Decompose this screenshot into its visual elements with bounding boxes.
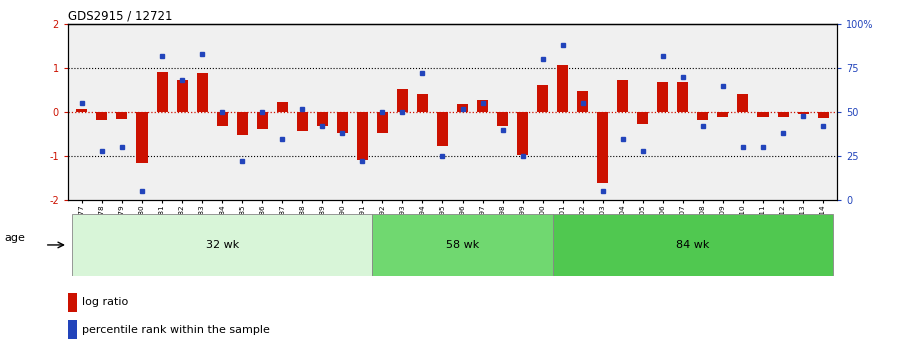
Bar [517,112,529,155]
Bar [216,112,228,126]
Bar [372,214,553,276]
Bar [137,112,148,163]
Bar [477,100,488,112]
Bar [677,82,689,112]
Bar [817,112,829,118]
Bar [337,112,348,133]
Bar [317,112,328,126]
Bar [497,112,508,126]
Bar [68,320,77,339]
Bar [538,85,548,112]
Text: percentile rank within the sample: percentile rank within the sample [81,325,270,335]
Bar [257,112,268,129]
Bar [577,91,588,112]
Bar [417,93,428,112]
Bar [698,112,709,120]
Bar [157,72,167,112]
Bar [297,112,308,131]
Bar [637,112,648,125]
Bar [437,112,448,146]
Text: 58 wk: 58 wk [446,240,479,250]
Bar [738,93,748,112]
Bar [777,112,788,117]
Bar [553,214,834,276]
Bar [597,112,608,184]
Bar [117,112,128,119]
Text: 84 wk: 84 wk [676,240,710,250]
Bar [718,112,729,117]
Text: log ratio: log ratio [81,297,128,307]
Bar [76,109,88,112]
Bar [196,73,207,112]
Bar [757,112,768,117]
Bar [357,112,367,160]
Bar [557,65,568,112]
Text: 32 wk: 32 wk [205,240,239,250]
Bar [97,112,108,120]
Bar [71,214,372,276]
Bar [376,112,388,133]
Bar [797,112,808,114]
Bar [617,80,628,112]
Bar [457,104,468,112]
Text: age: age [5,233,25,243]
Bar [176,80,187,112]
Text: GDS2915 / 12721: GDS2915 / 12721 [68,10,172,23]
Bar [277,102,288,112]
Bar [68,293,77,312]
Bar [236,112,248,135]
Bar [397,89,408,112]
Bar [657,82,669,112]
